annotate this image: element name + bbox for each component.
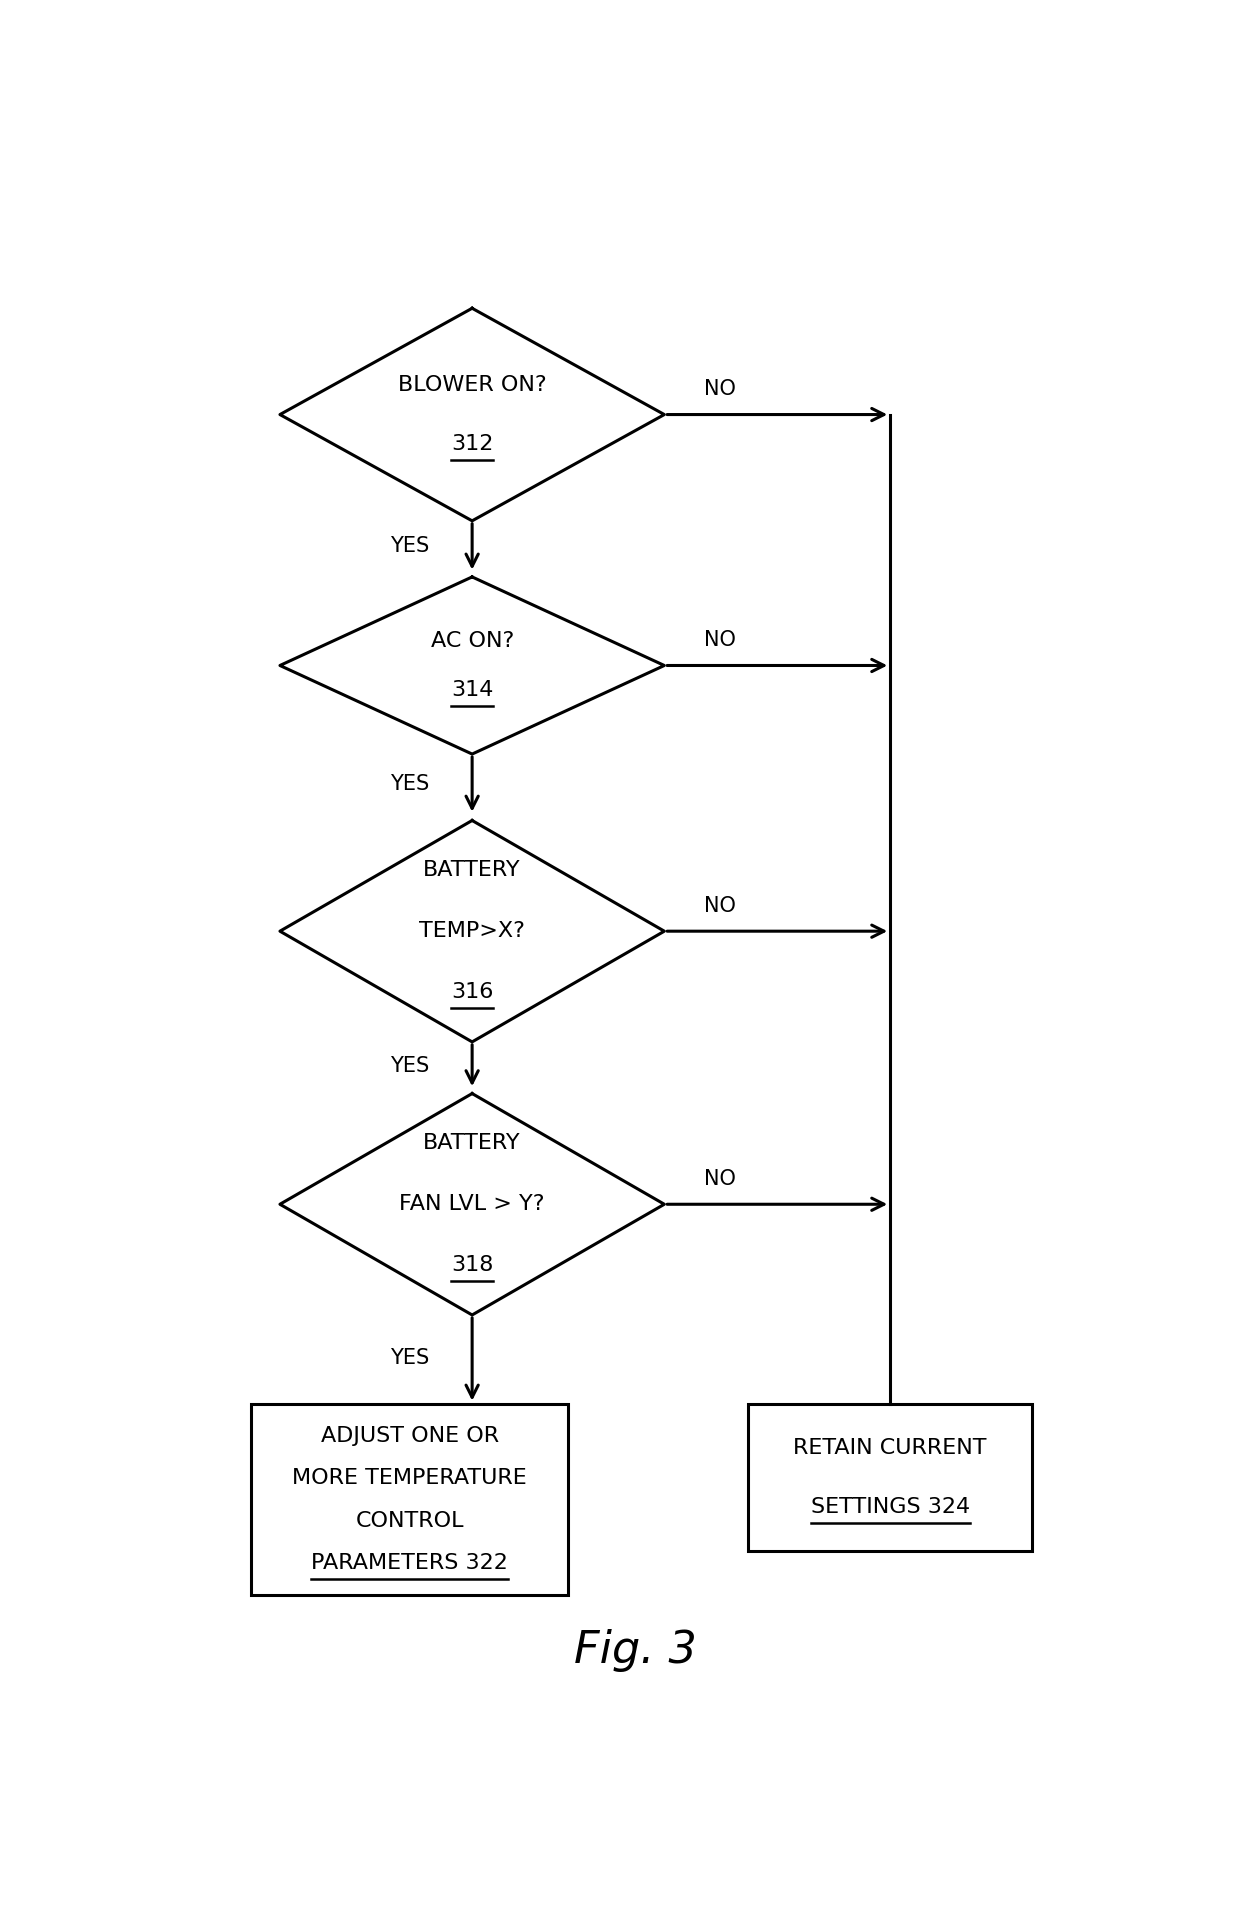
Text: YES: YES	[391, 774, 429, 794]
Text: Fig. 3: Fig. 3	[574, 1629, 697, 1672]
Text: NO: NO	[704, 631, 737, 650]
Text: BATTERY: BATTERY	[423, 1133, 521, 1154]
Text: NO: NO	[704, 895, 737, 916]
Text: SETTINGS 324: SETTINGS 324	[811, 1497, 970, 1516]
Bar	[749, 1403, 1032, 1551]
Text: YES: YES	[391, 1348, 429, 1367]
Text: ADJUST ONE OR: ADJUST ONE OR	[321, 1426, 498, 1445]
Text: BLOWER ON?: BLOWER ON?	[398, 376, 547, 395]
Text: BATTERY: BATTERY	[423, 861, 521, 880]
Text: 312: 312	[451, 433, 494, 454]
Text: CONTROL: CONTROL	[356, 1511, 464, 1532]
Text: YES: YES	[391, 537, 429, 556]
Text: PARAMETERS 322: PARAMETERS 322	[311, 1553, 508, 1574]
Bar	[250, 1403, 568, 1595]
Text: YES: YES	[391, 1056, 429, 1075]
Text: NO: NO	[704, 380, 737, 399]
Text: NO: NO	[704, 1169, 737, 1189]
Text: 314: 314	[451, 681, 494, 700]
Text: TEMP>X?: TEMP>X?	[419, 922, 525, 941]
Text: AC ON?: AC ON?	[430, 631, 513, 652]
Text: 316: 316	[451, 982, 494, 1003]
Text: MORE TEMPERATURE: MORE TEMPERATURE	[293, 1468, 527, 1488]
Text: RETAIN CURRENT: RETAIN CURRENT	[794, 1438, 987, 1457]
Text: FAN LVL > Y?: FAN LVL > Y?	[399, 1194, 544, 1213]
Text: 318: 318	[451, 1256, 494, 1275]
